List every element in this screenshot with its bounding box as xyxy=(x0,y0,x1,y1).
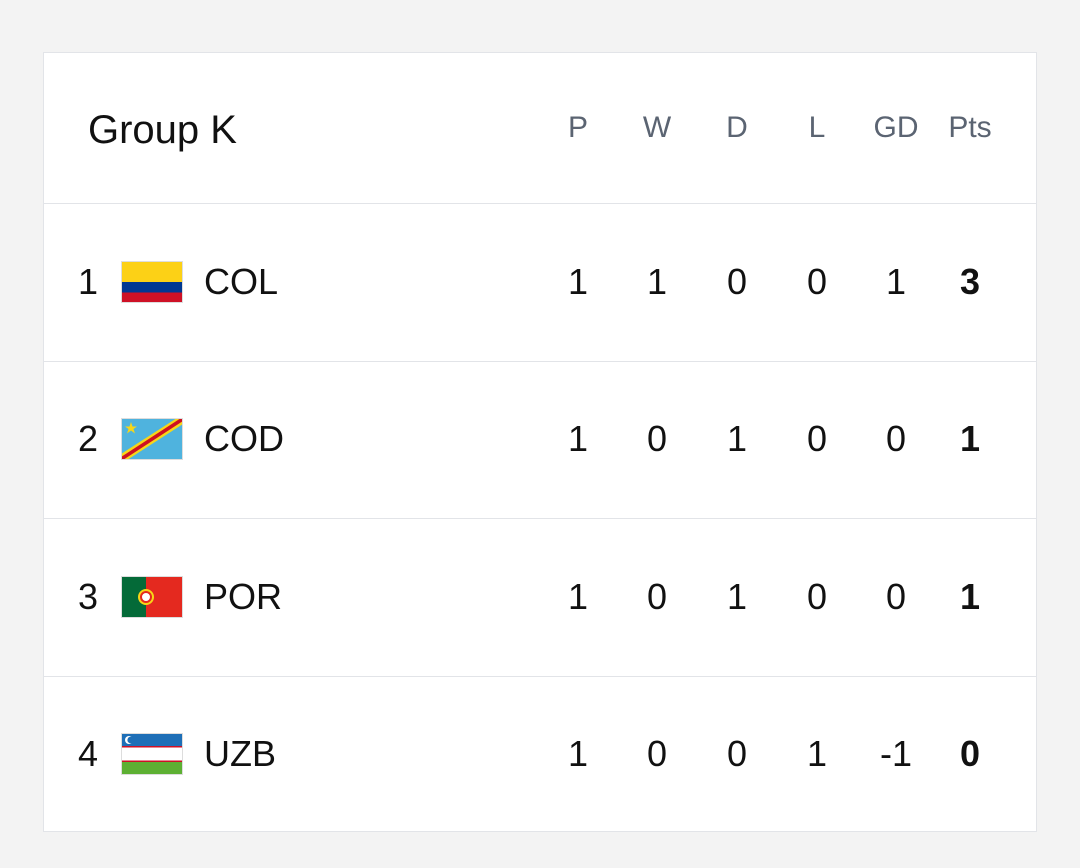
column-header: W xyxy=(642,111,672,144)
column-header: L xyxy=(808,111,826,144)
team-name: POR xyxy=(204,575,283,617)
stat-cell: 1 xyxy=(567,260,589,302)
group-title: Group K xyxy=(88,108,237,152)
stat-cell: 1 xyxy=(806,733,828,775)
row-divider xyxy=(44,203,1036,204)
team-name: UZB xyxy=(204,733,276,775)
stat-cell: 0 xyxy=(806,260,828,302)
team-name: COL xyxy=(204,260,279,302)
stat-cell: 1 xyxy=(959,418,981,460)
stat-cell: 1 xyxy=(885,260,907,302)
stat-cell: 0 xyxy=(646,418,668,460)
stat-cell: 3 xyxy=(959,260,981,302)
stat-cell: 0 xyxy=(885,418,907,460)
stat-cell: 1 xyxy=(726,418,748,460)
team-flag xyxy=(121,575,183,618)
column-header: GD xyxy=(873,111,919,144)
stat-cell: 1 xyxy=(959,575,981,617)
stat-cell: 0 xyxy=(646,575,668,617)
column-header: P xyxy=(567,111,589,144)
stat-cell: -1 xyxy=(879,733,913,775)
stat-cell: 0 xyxy=(806,418,828,460)
team-flag xyxy=(121,733,183,776)
row-divider xyxy=(44,360,1036,362)
standings-card: Group K P W D L GD Pts 1 COL 1 1 0 0 1 3 2 COD 1 0 1 0 0 1 3 PO… xyxy=(43,52,1037,832)
row-divider xyxy=(44,675,1036,677)
rank: 4 xyxy=(77,733,99,775)
column-header: D xyxy=(726,111,748,144)
stat-cell: 1 xyxy=(567,733,589,775)
stat-cell: 1 xyxy=(567,418,589,460)
column-header: Pts xyxy=(948,111,992,144)
team-flag xyxy=(121,260,183,303)
stat-cell: 0 xyxy=(726,260,748,302)
stat-cell: 1 xyxy=(567,575,589,617)
stat-cell: 0 xyxy=(646,733,668,775)
stat-cell: 0 xyxy=(959,733,981,775)
rank: 2 xyxy=(77,418,99,460)
stat-cell: 1 xyxy=(726,575,748,617)
rank: 3 xyxy=(77,575,99,617)
team-name: COD xyxy=(204,418,284,460)
row-divider xyxy=(44,518,1036,519)
team-flag xyxy=(121,418,183,461)
stat-cell: 0 xyxy=(726,733,748,775)
stat-cell: 0 xyxy=(885,575,907,617)
stat-cell: 1 xyxy=(646,260,668,302)
stat-cell: 0 xyxy=(806,575,828,617)
rank: 1 xyxy=(77,260,99,302)
